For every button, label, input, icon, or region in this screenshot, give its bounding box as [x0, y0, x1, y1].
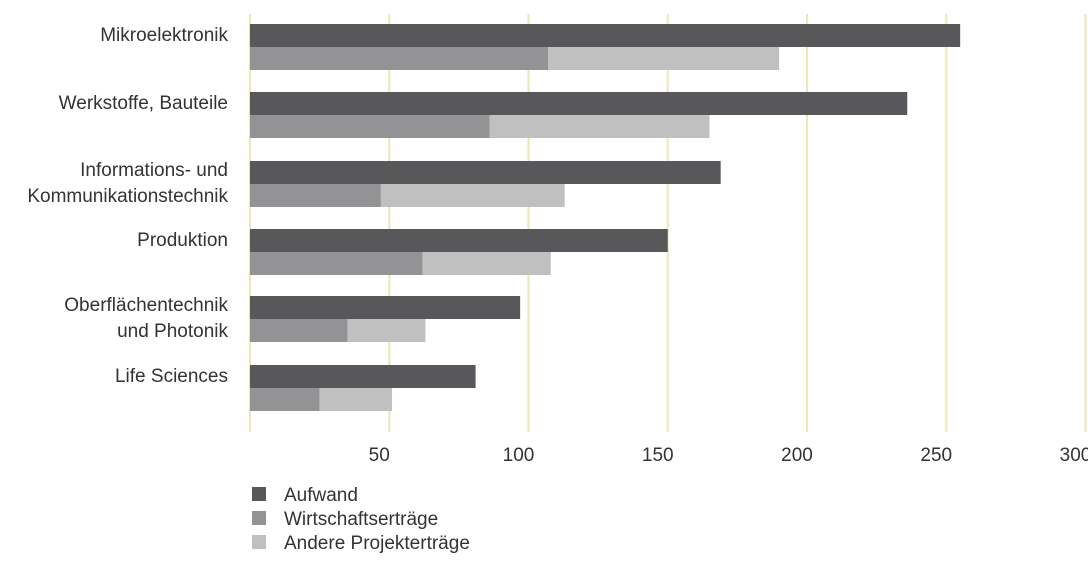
category-label: Kommunikationstechnik	[27, 186, 228, 207]
legend-swatch	[252, 511, 266, 525]
bar-aufwand	[250, 24, 961, 47]
bars	[250, 24, 961, 411]
legend-label: Aufwand	[284, 485, 358, 506]
x-tick-label: 200	[781, 445, 813, 466]
legend: Aufwand Wirtschaftserträge Andere Projekte…	[252, 485, 470, 554]
category-label: Produktion	[137, 230, 228, 251]
legend-label: Andere Projekterträge	[284, 533, 470, 554]
x-tick-label: 100	[503, 445, 535, 466]
bar-aufwand	[250, 161, 721, 184]
x-tick-label: 300	[1060, 445, 1088, 466]
legend-label: Wirtschaftserträge	[284, 509, 438, 530]
category-label: Life Sciences	[115, 366, 228, 387]
bar-andere-projektertraege	[380, 184, 565, 207]
bar-andere-projektertraege	[547, 47, 780, 70]
bar-andere-projektertraege	[319, 388, 393, 411]
bar-wirtschaftsertraege	[250, 319, 348, 342]
bar-aufwand	[250, 229, 668, 252]
bar-andere-projektertraege	[347, 319, 426, 342]
x-tick-label: 150	[642, 445, 674, 466]
bar-andere-projektertraege	[489, 115, 710, 138]
bar-wirtschaftsertraege	[250, 115, 490, 138]
category-label: Oberflächentechnik	[64, 295, 228, 316]
bar-aufwand	[250, 296, 521, 319]
bar-wirtschaftsertraege	[250, 184, 381, 207]
bar-wirtschaftsertraege	[250, 47, 548, 70]
legend-swatch	[252, 487, 266, 501]
bar-wirtschaftsertraege	[250, 252, 423, 275]
bar-wirtschaftsertraege	[250, 388, 320, 411]
x-axis-tick-labels: 50 100 150 200 250 300	[369, 445, 1088, 466]
category-labels: Mikroelektronik Werkstoffe, Bauteile Infor…	[27, 25, 228, 387]
x-tick-label: 50	[369, 445, 390, 466]
bar-andere-projektertraege	[422, 252, 551, 275]
legend-swatch	[252, 535, 266, 549]
x-tick-label: 250	[920, 445, 952, 466]
bar-aufwand	[250, 365, 476, 388]
category-label: Mikroelektronik	[100, 25, 228, 46]
category-label: und Photonik	[117, 321, 228, 342]
category-label: Werkstoffe, Bauteile	[59, 93, 228, 114]
category-label: Informations- und	[80, 160, 228, 181]
grid-lines	[249, 14, 1087, 432]
bar-aufwand	[250, 92, 908, 115]
